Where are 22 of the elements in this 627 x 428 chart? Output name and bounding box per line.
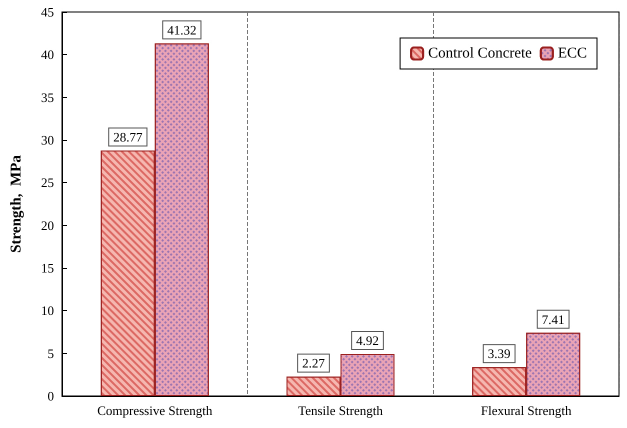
- y-tick-label: 5: [48, 346, 54, 361]
- y-tick-label: 45: [41, 4, 54, 20]
- x-tick-label: Tensile Strength: [298, 403, 384, 418]
- y-tick-label: 30: [41, 132, 54, 148]
- y-tick-label: 0: [48, 388, 54, 404]
- data-label: 3.39: [488, 346, 511, 362]
- data-label: 41.32: [167, 22, 196, 38]
- data-label: 4.92: [356, 333, 379, 348]
- y-tick-label: 15: [41, 260, 54, 276]
- data-label: 28.77: [113, 129, 143, 144]
- y-tick-label: 10: [41, 303, 54, 318]
- y-tick-label: 25: [41, 175, 54, 190]
- y-tick-label: 35: [41, 90, 54, 105]
- data-label: 7.41: [542, 312, 565, 327]
- legend-label: ECC: [558, 46, 588, 62]
- y-tick-label: 40: [41, 47, 54, 62]
- x-tick-label: Compressive Strength: [97, 403, 213, 418]
- y-axis-title: Strength, MPa: [8, 154, 24, 253]
- y-tick-label: 20: [41, 218, 54, 233]
- x-tick-label: Flexural Strength: [480, 403, 572, 418]
- data-label: 2.27: [302, 356, 326, 371]
- legend-label: Control Concrete: [428, 46, 532, 62]
